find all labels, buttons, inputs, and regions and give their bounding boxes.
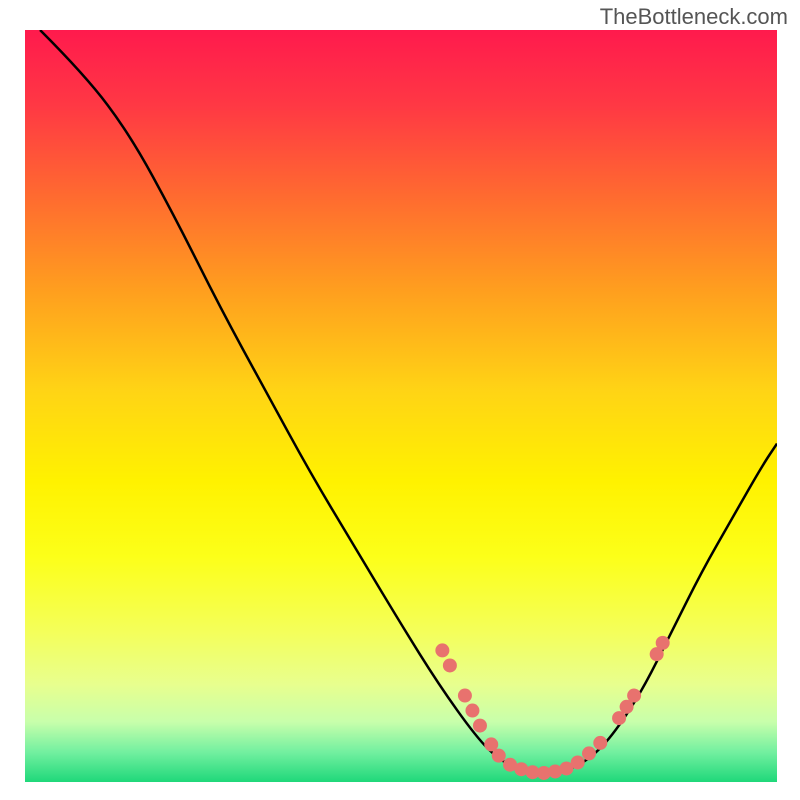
markers-group <box>435 636 669 780</box>
chart-container: TheBottleneck.com <box>0 0 800 800</box>
data-marker <box>443 658 457 672</box>
data-marker <box>656 636 670 650</box>
data-marker <box>593 736 607 750</box>
data-marker <box>627 689 641 703</box>
data-marker <box>435 643 449 657</box>
watermark-text: TheBottleneck.com <box>600 4 788 30</box>
data-marker <box>458 689 472 703</box>
data-marker <box>571 755 585 769</box>
plot-area <box>25 30 777 782</box>
curve-layer <box>25 30 777 782</box>
bottleneck-curve <box>40 30 777 774</box>
data-marker <box>473 719 487 733</box>
data-marker <box>465 704 479 718</box>
data-marker <box>582 746 596 760</box>
data-marker <box>492 749 506 763</box>
